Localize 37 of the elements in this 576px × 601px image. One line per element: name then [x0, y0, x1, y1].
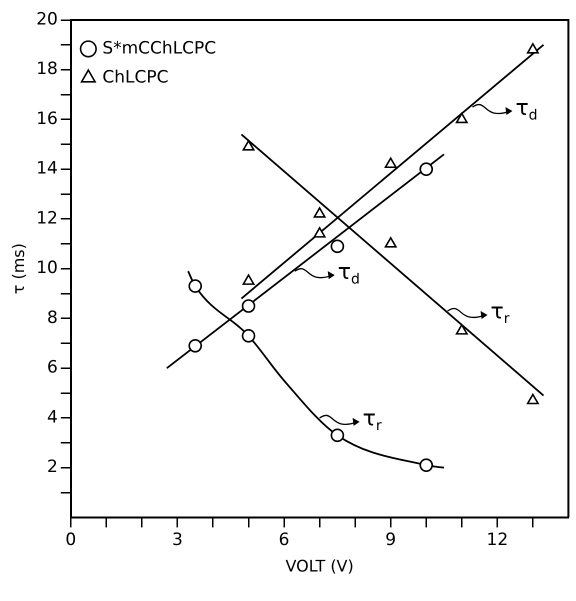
point: [330, 428, 344, 442]
x-tick-label: 12: [486, 530, 508, 550]
point: [419, 458, 434, 472]
point: [384, 237, 397, 248]
y-tick-label: 2: [47, 457, 58, 478]
y-tick-label: 14: [36, 158, 58, 179]
point: [188, 279, 202, 293]
y-tick-label: 6: [47, 358, 58, 378]
point: [526, 43, 539, 54]
point: [456, 112, 468, 124]
point: [456, 324, 468, 335]
point: [242, 140, 255, 151]
point: [314, 227, 326, 238]
x-tick-label: 9: [385, 530, 396, 550]
legend-label: ChLCPC: [102, 67, 168, 88]
point: [314, 207, 326, 218]
legend-label: S*mCChLCPC: [102, 38, 216, 58]
point: [526, 394, 539, 404]
point: [330, 240, 344, 254]
y-tick-label: 12: [36, 208, 58, 228]
point: [242, 299, 256, 313]
point: [242, 274, 255, 285]
point: [419, 162, 434, 176]
y-tick-label: 4: [47, 407, 58, 428]
point: [188, 338, 202, 353]
x-tick-label: 6: [278, 530, 290, 550]
y-tick-label: 8: [47, 308, 58, 328]
y-tick-label: 18: [36, 59, 58, 80]
y-tick-label: 20: [36, 9, 58, 30]
x-tick-label: 3: [172, 530, 183, 550]
point: [242, 329, 256, 343]
x-tick-label: 0: [65, 530, 76, 550]
x-axis-title: VOLT (V): [285, 556, 354, 576]
point: [384, 157, 397, 168]
y-tick-label: 16: [36, 108, 58, 129]
y-tick-label: 10: [36, 258, 58, 278]
y-axis-title: τ (ms): [8, 243, 28, 294]
